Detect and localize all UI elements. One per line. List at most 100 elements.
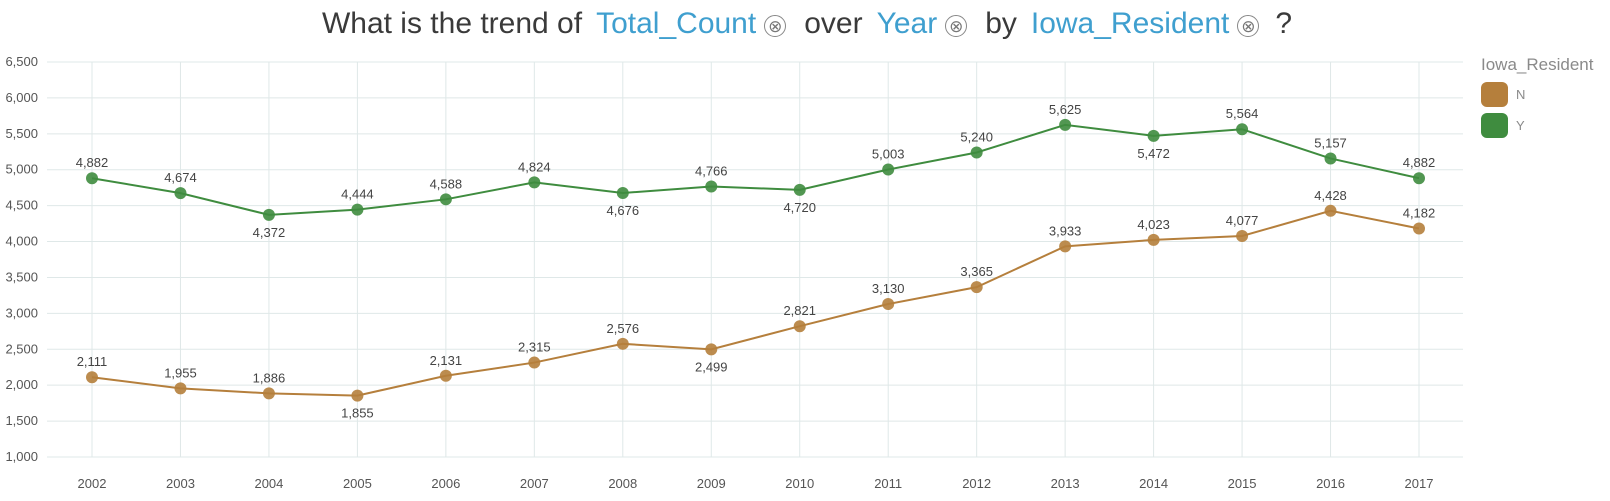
legend-item-y[interactable]: Y [1481, 110, 1593, 141]
data-label-y: 5,157 [1314, 135, 1347, 150]
remove-year-icon[interactable]: ⊗ [945, 15, 968, 37]
remove-total-count-icon[interactable]: ⊗ [764, 15, 787, 37]
data-point-y [705, 180, 718, 193]
data-point-n [174, 382, 187, 395]
legend-swatch-y [1481, 113, 1508, 138]
legend-swatch-n [1481, 82, 1508, 107]
data-point-y [1236, 123, 1249, 136]
x-tick-label: 2013 [1051, 476, 1080, 491]
data-label-n: 4,077 [1226, 213, 1259, 228]
title-text-1: What is the trend of [321, 7, 583, 40]
legend-label-y: Y [1516, 118, 1525, 133]
y-tick-label: 6,500 [5, 54, 38, 69]
data-point-y [528, 176, 541, 189]
data-label-y: 4,824 [518, 159, 551, 174]
data-label-y: 4,766 [695, 164, 728, 179]
title-text-3: by [985, 7, 1017, 40]
data-point-y [970, 146, 983, 159]
x-tick-label: 2011 [874, 476, 902, 491]
x-tick-label: 2009 [697, 476, 726, 491]
x-tick-label: 2012 [962, 476, 991, 491]
data-label-n: 4,182 [1403, 205, 1436, 220]
data-label-y: 4,676 [607, 203, 640, 218]
data-label-n: 4,023 [1137, 217, 1170, 232]
data-point-y [86, 172, 98, 185]
y-tick-label: 6,000 [5, 90, 38, 105]
data-point-y [1059, 118, 1072, 131]
data-point-y [616, 186, 629, 199]
data-label-y: 4,882 [76, 155, 109, 170]
x-tick-label: 2002 [78, 476, 107, 491]
x-tick-label: 2008 [608, 476, 637, 491]
data-label-n: 3,365 [960, 264, 993, 279]
data-point-n [1059, 240, 1072, 253]
data-label-y: 4,882 [1403, 155, 1436, 170]
data-label-y: 4,372 [253, 225, 286, 240]
data-label-n: 1,955 [164, 365, 197, 380]
y-tick-label: 2,000 [5, 377, 38, 392]
data-label-y: 5,564 [1226, 106, 1259, 121]
data-point-y [351, 203, 364, 216]
data-label-n: 2,576 [607, 321, 640, 336]
x-tick-label: 2014 [1139, 476, 1168, 491]
data-point-y [1147, 129, 1160, 142]
data-label-n: 4,428 [1314, 188, 1347, 203]
data-label-y: 5,625 [1049, 102, 1082, 117]
data-label-n: 1,855 [341, 406, 374, 421]
title-text-2: over [804, 7, 863, 40]
data-label-y: 4,720 [783, 200, 816, 215]
data-point-n [1413, 222, 1425, 235]
data-point-n [528, 356, 541, 369]
data-point-y [793, 183, 806, 196]
data-point-n [882, 298, 895, 311]
data-label-y: 5,472 [1137, 146, 1170, 161]
legend-label-n: N [1516, 87, 1526, 102]
data-point-n [262, 387, 275, 400]
data-point-y [1413, 172, 1425, 185]
data-point-n [351, 389, 364, 402]
legend-item-n[interactable]: N [1481, 79, 1593, 110]
data-label-n: 3,933 [1049, 223, 1082, 238]
data-point-y [882, 163, 895, 176]
field-iowa-resident[interactable]: Iowa_Resident [1030, 7, 1230, 40]
data-label-n: 1,886 [253, 370, 286, 385]
data-point-n [1324, 204, 1337, 217]
x-tick-label: 2004 [254, 476, 283, 491]
x-tick-label: 2015 [1228, 476, 1257, 491]
y-tick-label: 2,500 [5, 341, 38, 356]
legend: Iowa_Resident N Y [1481, 55, 1593, 141]
data-label-n: 2,499 [695, 359, 728, 374]
data-point-n [86, 371, 98, 384]
title-question-mark: ? [1275, 7, 1293, 40]
data-point-y [174, 187, 187, 200]
y-tick-label: 4,000 [5, 234, 38, 249]
field-total-count[interactable]: Total_Count [596, 7, 757, 40]
data-label-y: 4,588 [430, 176, 463, 191]
y-tick-label: 3,500 [5, 269, 38, 284]
x-tick-label: 2003 [166, 476, 195, 491]
data-label-y: 4,674 [164, 170, 197, 185]
data-label-y: 5,003 [872, 147, 905, 162]
chart-title: What is the trend of Total_Count ⊗ over … [0, 2, 1610, 46]
remove-iowa-resident-icon[interactable]: ⊗ [1237, 15, 1260, 37]
y-tick-label: 3,000 [5, 305, 38, 320]
field-year[interactable]: Year [876, 7, 938, 40]
y-tick-label: 5,500 [5, 126, 38, 141]
data-point-n [705, 343, 718, 356]
data-point-n [616, 337, 629, 350]
data-point-n [793, 320, 806, 333]
x-tick-label: 2007 [520, 476, 549, 491]
y-tick-label: 1,500 [5, 413, 38, 428]
series-line-y [91, 123, 1420, 216]
data-label-n: 3,130 [872, 281, 905, 296]
data-point-y [1324, 152, 1337, 165]
data-point-n [439, 369, 452, 382]
data-label-y: 4,444 [341, 187, 374, 202]
data-label-n: 2,821 [783, 303, 816, 318]
data-label-y: 5,240 [960, 129, 993, 144]
y-tick-label: 1,000 [5, 449, 38, 464]
x-tick-label: 2017 [1405, 476, 1434, 491]
series-line-n [91, 209, 1420, 397]
x-tick-label: 2006 [431, 476, 460, 491]
